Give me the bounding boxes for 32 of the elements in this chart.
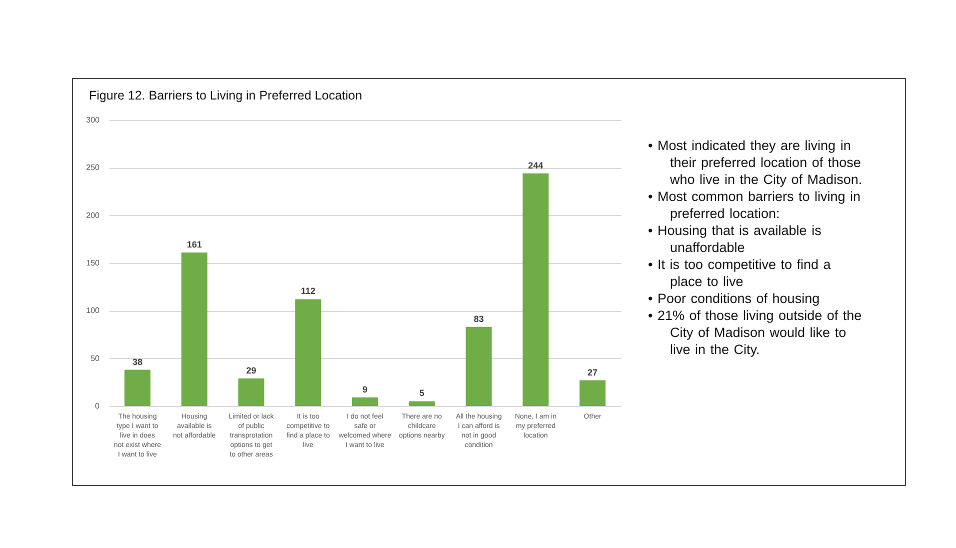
text: • It is too competitive to find a place to live — [648, 256, 832, 290]
bar — [124, 370, 150, 406]
y-tick-label: 200 — [86, 210, 100, 220]
y-tick-label: 150 — [86, 258, 100, 268]
y-tick-label: 50 — [90, 354, 100, 363]
bar — [522, 173, 549, 406]
bar — [408, 401, 435, 406]
y-tick-label: 100 — [86, 306, 100, 316]
bar — [238, 378, 264, 406]
y-tick-label: 250 — [86, 163, 100, 172]
y-tick-label: 0 — [95, 402, 100, 410]
data-label: 29 — [246, 365, 256, 376]
chart-title: Figure 12. Barriers to Living in Preferred Location — [89, 88, 362, 102]
data-label: 161 — [186, 240, 202, 250]
data-label: 83 — [474, 314, 484, 324]
data-label: 5 — [419, 388, 424, 398]
bar — [352, 397, 378, 406]
y-tick-label: 300 — [86, 116, 100, 124]
data-label: 38 — [132, 356, 142, 367]
text: • Most indicated they are living in their preferred location of those who live in the City of Madison. — [648, 137, 863, 188]
bar — [466, 326, 492, 406]
data-label: 244 — [528, 160, 544, 170]
data-label: 112 — [300, 286, 316, 296]
data-label: 9 — [362, 384, 368, 394]
text: • Housing that is available is unaffordable — [648, 222, 822, 256]
bar — [580, 380, 606, 406]
text: • Poor conditions of housing — [648, 290, 821, 307]
text: • Most common barriers to living in preferred location: — [648, 188, 862, 222]
bar — [295, 299, 322, 406]
bar — [181, 252, 208, 406]
text: • 21% of those living outside of the City of Madison would like to live in the City. — [648, 307, 863, 358]
data-label: 27 — [588, 367, 598, 378]
